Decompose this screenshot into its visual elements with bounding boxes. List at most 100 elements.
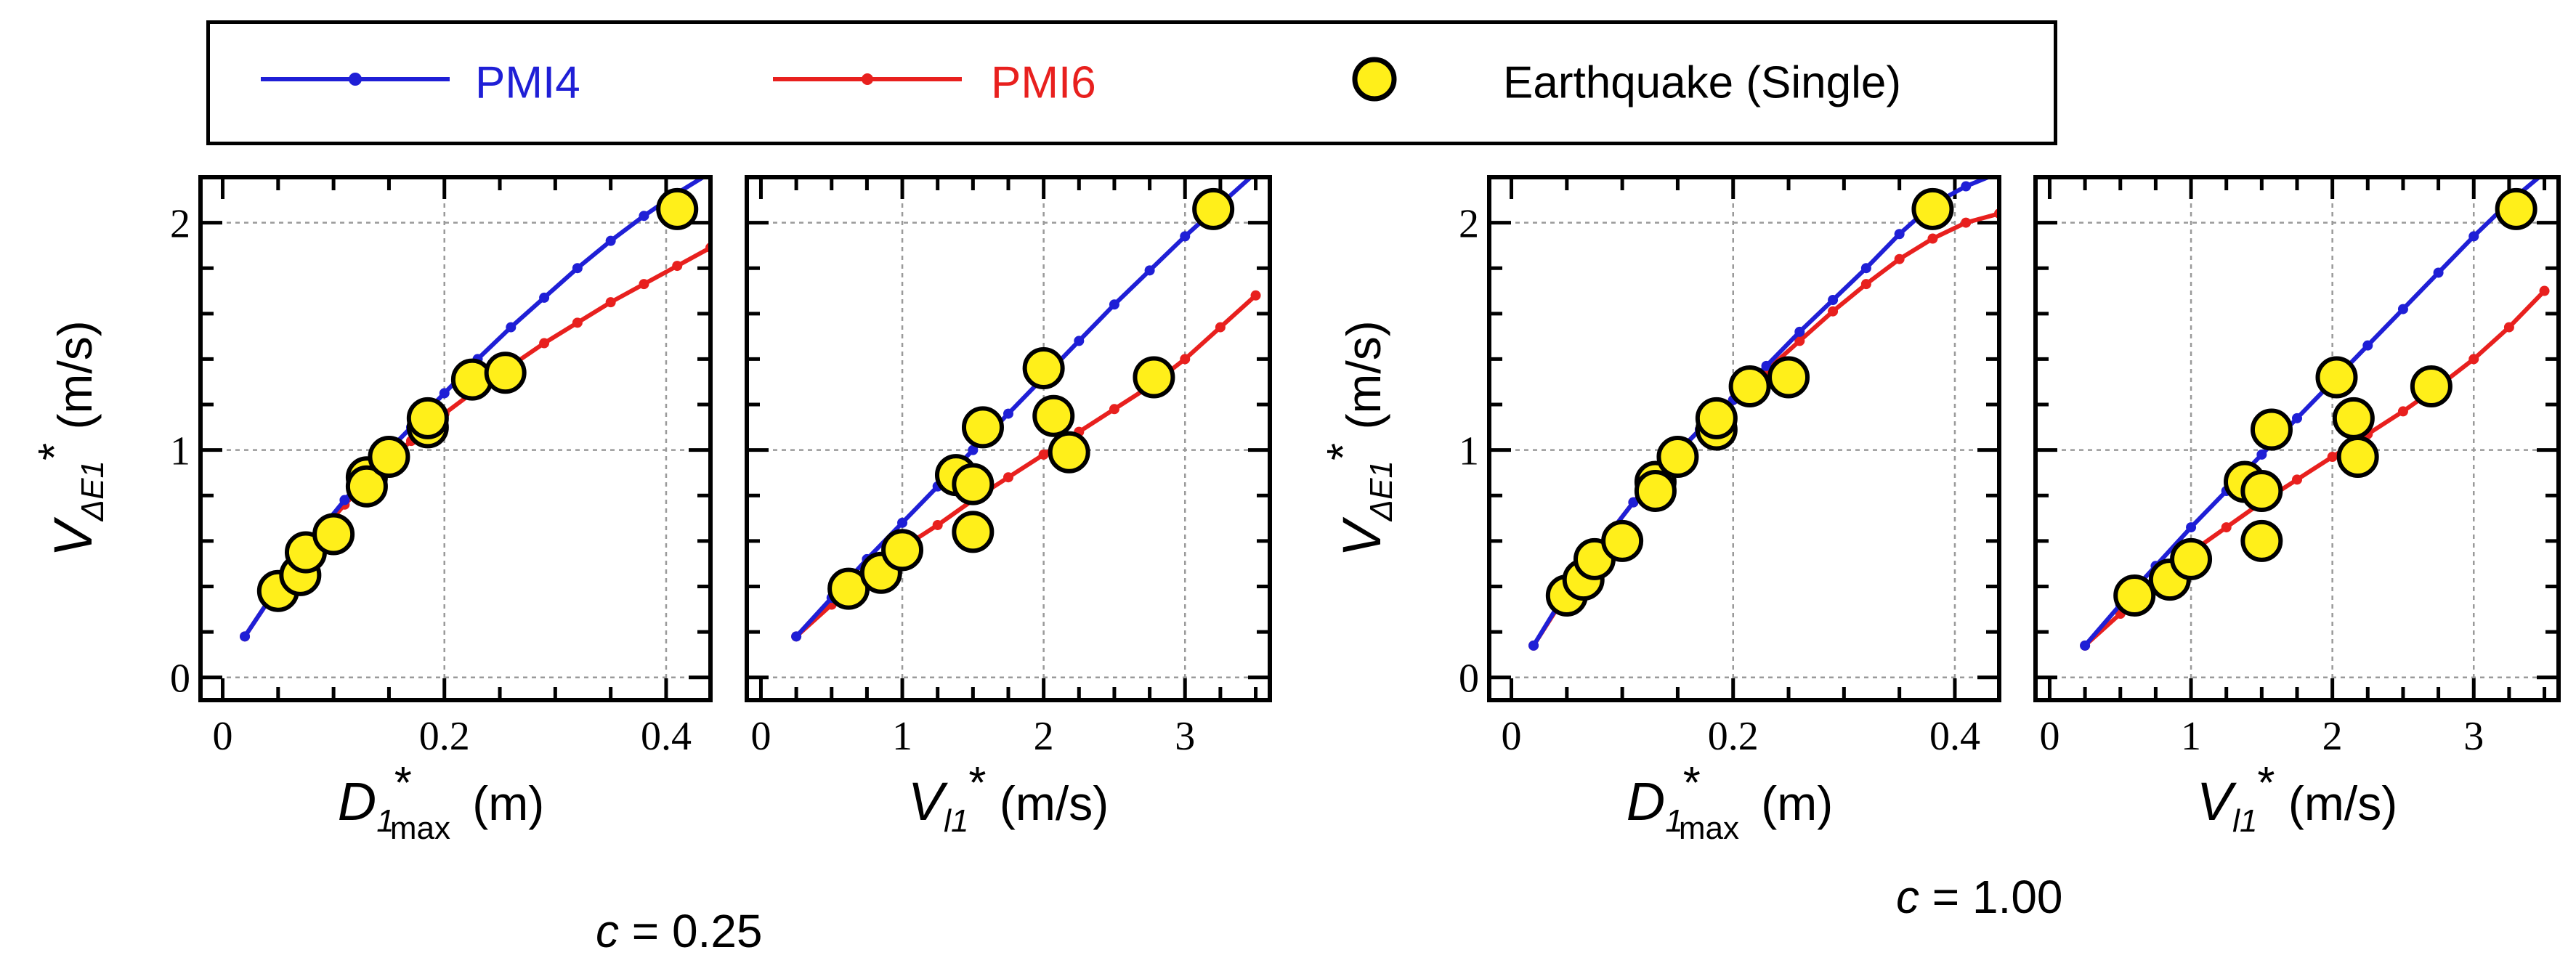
c100-vel-xlabel-text: Vl1* (m/s) xyxy=(2197,758,2397,839)
c100-disp-xtick-label-1: 0.2 xyxy=(1708,714,1759,759)
c100-disp-ylabel-text: VΔE1* (m/s) xyxy=(1319,320,1399,556)
c025-disp-pmi4-marker-8 xyxy=(506,322,517,333)
c025-vel-earthquake-point-6 xyxy=(961,406,1004,449)
c025-disp-ytick-label-2: 2 xyxy=(170,202,190,247)
c100-disp-pmi4-marker-0 xyxy=(1528,640,1539,651)
caption-right: c = 1.00 xyxy=(1896,870,2063,924)
c100-vel-chart: 0 1 2 3 Vl1* (m/s) xyxy=(2033,175,2561,839)
c025-disp-pmi4-marker-9 xyxy=(539,292,550,303)
c025-disp-earthquake-point-11 xyxy=(656,187,699,230)
c025-disp-ylabel-sup: * xyxy=(30,443,80,460)
c100-disp-pmi6-marker-13 xyxy=(1961,217,1972,228)
c100-disp-xlabel-main: D xyxy=(1627,771,1665,832)
c025-disp-xtick-label-1: 0.2 xyxy=(419,714,470,759)
c100-vel-earthquake-point-9 xyxy=(2336,436,2379,479)
c100-vel-pmi4-marker-9 xyxy=(2397,304,2408,314)
caption-left-text: = 0.25 xyxy=(619,905,763,957)
c100-vel-xtick-label-3: 3 xyxy=(2463,714,2484,759)
c100-disp-pmi4-marker-3 xyxy=(1628,497,1639,508)
c100-vel-earthquake-point-11 xyxy=(2495,187,2537,230)
legend-swatch-earthquake xyxy=(1352,57,1397,102)
c100-vel-xtick-label-0: 0 xyxy=(2039,714,2059,759)
c100-disp-pmi4-marker-13 xyxy=(1961,181,1972,192)
c025-disp-ylabel-main: V xyxy=(43,516,103,557)
c100-disp-pmi6-marker-8 xyxy=(1794,336,1805,346)
c100-vel-pmi6-marker-12 xyxy=(2503,322,2514,333)
caption-left-var: c xyxy=(596,905,619,957)
c100-disp-ytick-label-0: 0 xyxy=(1459,657,1479,702)
c025-disp-ylabel-text: VΔE1* (m/s) xyxy=(30,320,110,556)
c025-vel-earthquake-point-11 xyxy=(1192,187,1235,230)
c100-vel-pmi4-marker-6 xyxy=(2292,413,2302,423)
c025-vel-pmi6-marker-6 xyxy=(1003,472,1013,483)
c100-vel-pmi4-marker-8 xyxy=(2362,340,2373,351)
c025-disp-pmi6-marker-10 xyxy=(572,317,583,328)
c025-vel-pmi4-marker-0 xyxy=(791,631,802,642)
c025-disp-earthquake-point-6 xyxy=(368,436,410,479)
c025-vel-pmi4-marker-9 xyxy=(1109,299,1119,310)
c025-vel-xtick-label-3: 3 xyxy=(1175,714,1195,759)
c025-disp-xtick-label-2: 0.4 xyxy=(641,714,692,759)
legend-swatch-pmi4-marker xyxy=(349,73,362,86)
c025-vel-pmi4-marker-6 xyxy=(1003,408,1013,419)
c100-disp-pmi6-marker-9 xyxy=(1828,306,1839,317)
c100-disp-pmi4-marker-8 xyxy=(1794,326,1805,337)
c100-vel-pmi4-marker-3 xyxy=(2186,522,2197,533)
c025-disp-ylabel: VΔE1* (m/s) xyxy=(30,320,110,556)
c025-disp-pmi4-marker-11 xyxy=(605,235,616,246)
c100-vel-xlabel: Vl1* (m/s) xyxy=(2197,758,2397,839)
c025-disp-pmi4-marker-0 xyxy=(240,631,251,642)
c100-vel-earthquake-point-7 xyxy=(2315,356,2358,399)
c100-vel-pmi4-marker-0 xyxy=(2080,640,2091,651)
c025-vel-pmi6-marker-11 xyxy=(1180,354,1191,365)
c025-disp-earthquake-point-10 xyxy=(484,352,527,394)
c025-vel-earthquake-point-4 xyxy=(952,463,995,505)
c100-disp-earthquake-point-10 xyxy=(1767,356,1810,399)
c100-disp-ylabel: VΔE1* (m/s) xyxy=(1319,320,1399,556)
c100-vel-frame xyxy=(2033,175,2561,702)
c100-vel-pmi6-marker-6 xyxy=(2292,474,2302,485)
c100-disp-ylabel-sub: ΔE1 xyxy=(1364,460,1399,521)
c100-disp-ylabel-sup: * xyxy=(1319,443,1369,460)
c025-vel-xlabel: Vl1* (m/s) xyxy=(908,758,1109,839)
c100-disp-earthquake-point-8 xyxy=(1695,397,1738,439)
c025-disp-xlabel-sup: * xyxy=(394,758,412,808)
c100-disp-xtick-label-0: 0 xyxy=(1502,714,1522,759)
c025-disp-earthquake-point-8 xyxy=(406,397,449,439)
c025-disp-pmi6-marker-11 xyxy=(605,297,616,308)
caption-right-text: = 1.00 xyxy=(1919,871,2063,923)
c025-disp-xlabel-text: D1* max (m) xyxy=(338,758,544,846)
c025-disp-xtick-label-0: 0 xyxy=(213,714,233,759)
c100-disp-frame xyxy=(1487,175,2001,702)
c100-vel-xlabel-unit: (m/s) xyxy=(2275,776,2398,830)
c100-vel-earthquake-point-0 xyxy=(2113,574,2156,617)
c100-disp-xtick-label-2: 0.4 xyxy=(1929,714,1980,759)
c025-disp-ylabel-unit: (m/s) xyxy=(48,320,102,443)
c025-vel-pmi4-marker-5 xyxy=(968,444,979,455)
c100-disp-earthquake-point-6 xyxy=(1656,436,1699,479)
caption-left: c = 0.25 xyxy=(596,904,763,958)
c025-vel-earthquake-point-8 xyxy=(1032,394,1075,437)
c100-disp-ytick-label-2: 2 xyxy=(1459,202,1479,247)
c100-disp-pmi6-marker-10 xyxy=(1860,279,1871,290)
c025-vel-pmi6-marker-12 xyxy=(1215,322,1226,333)
c100-vel-xtick-label-2: 2 xyxy=(2322,714,2343,759)
c025-disp-ytick-label-1: 1 xyxy=(170,429,190,474)
c100-vel-line-pmi4 xyxy=(2083,177,2543,647)
c025-disp-ylabel-sub: ΔE1 xyxy=(75,460,110,521)
c025-vel-pmi4-marker-10 xyxy=(1144,265,1155,276)
c100-vel-xtick-label-1: 1 xyxy=(2181,714,2201,759)
c025-disp-pmi4-marker-6 xyxy=(439,388,450,399)
legend-swatches xyxy=(261,57,1397,102)
c100-vel-earthquake-point-4 xyxy=(2240,470,2283,512)
c100-disp-xlabel-unit: (m) xyxy=(1748,776,1833,830)
c025-vel-xtick-label-2: 2 xyxy=(1034,714,1054,759)
c025-disp-frame xyxy=(198,175,713,702)
c100-disp-pmi4-marker-11 xyxy=(1894,229,1905,240)
c100-disp-ytick-label-1: 1 xyxy=(1459,429,1479,474)
c025-disp-earthquake-point-5 xyxy=(345,465,388,508)
c025-vel-pmi6-marker-9 xyxy=(1109,404,1119,415)
c025-vel-pmi4-marker-11 xyxy=(1180,231,1191,242)
